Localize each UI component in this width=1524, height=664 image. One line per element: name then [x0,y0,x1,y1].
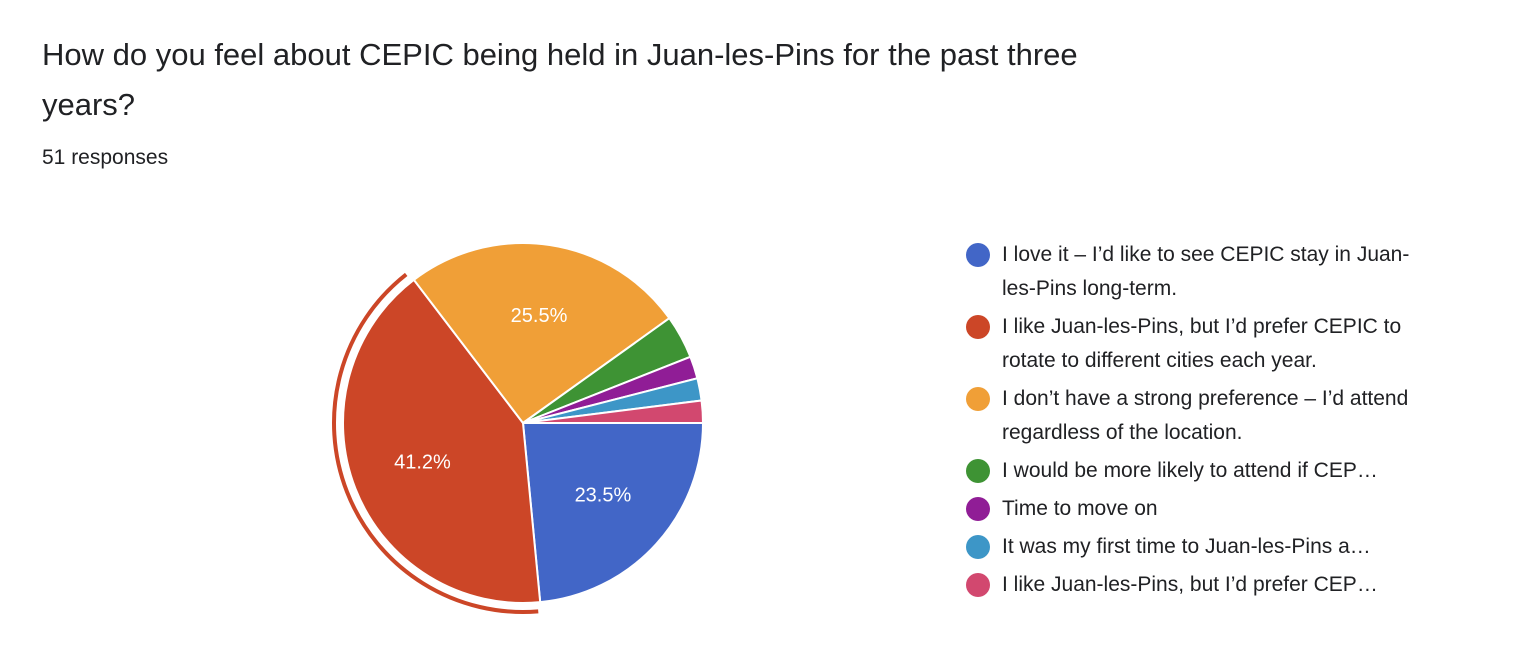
pie-slice-label-3: 25.5% [511,305,568,327]
legend-item-7[interactable]: I like Juan-les-Pins, but I’d prefer CEP… [966,568,1506,602]
legend-item-1[interactable]: I love it – I’d like to see CEPIC stay i… [966,238,1506,306]
legend-label-1: I love it – I’d like to see CEPIC stay i… [1002,243,1410,300]
pie-slice-7[interactable] [522,399,705,424]
legend-label-7: I like Juan-les-Pins, but I’d prefer CEP… [1002,573,1378,596]
pie-slice-label-1: 23.5% [575,485,632,507]
legend-item-2[interactable]: I like Juan-les-Pins, but I’d prefer CEP… [966,310,1506,378]
pie-slice-highlight-arc [332,272,539,614]
pie-slice-label-2: 41.2% [394,451,451,473]
legend-label-6: It was my first time to Juan-les-Pins a… [1002,535,1371,558]
chart-legend: I love it – I’d like to see CEPIC stay i… [966,238,1506,606]
legend-swatch-3 [966,387,990,411]
legend-swatch-6 [966,535,990,559]
legend-item-5[interactable]: Time to move on [966,492,1506,526]
legend-item-3[interactable]: I don’t have a strong preference – I’d a… [966,382,1506,450]
question-title: How do you feel about CEPIC being held i… [42,37,1078,122]
pie-slice-3[interactable] [412,242,671,425]
legend-label-3: I don’t have a strong preference – I’d a… [1002,387,1409,444]
legend-swatch-4 [966,459,990,483]
legend-item-4[interactable]: I would be more likely to attend if CEP… [966,454,1506,488]
response-count: 51 responses [42,146,169,169]
legend-label-2: I like Juan-les-Pins, but I’d prefer CEP… [1002,315,1402,372]
pie-slice-1[interactable] [521,422,705,604]
legend-label-4: I would be more likely to attend if CEP… [1002,459,1378,482]
legend-swatch-7 [966,573,990,597]
legend-swatch-1 [966,243,990,267]
legend-swatch-5 [966,497,990,521]
legend-item-6[interactable]: It was my first time to Juan-les-Pins a… [966,530,1506,564]
legend-swatch-2 [966,315,990,339]
pie-chart-container: 23.5% 41.2% 25.5% [300,210,740,640]
pie-chart: 23.5% 41.2% 25.5% [332,242,705,614]
pie-slice-2[interactable] [342,278,542,604]
legend-label-5: Time to move on [1002,497,1158,520]
